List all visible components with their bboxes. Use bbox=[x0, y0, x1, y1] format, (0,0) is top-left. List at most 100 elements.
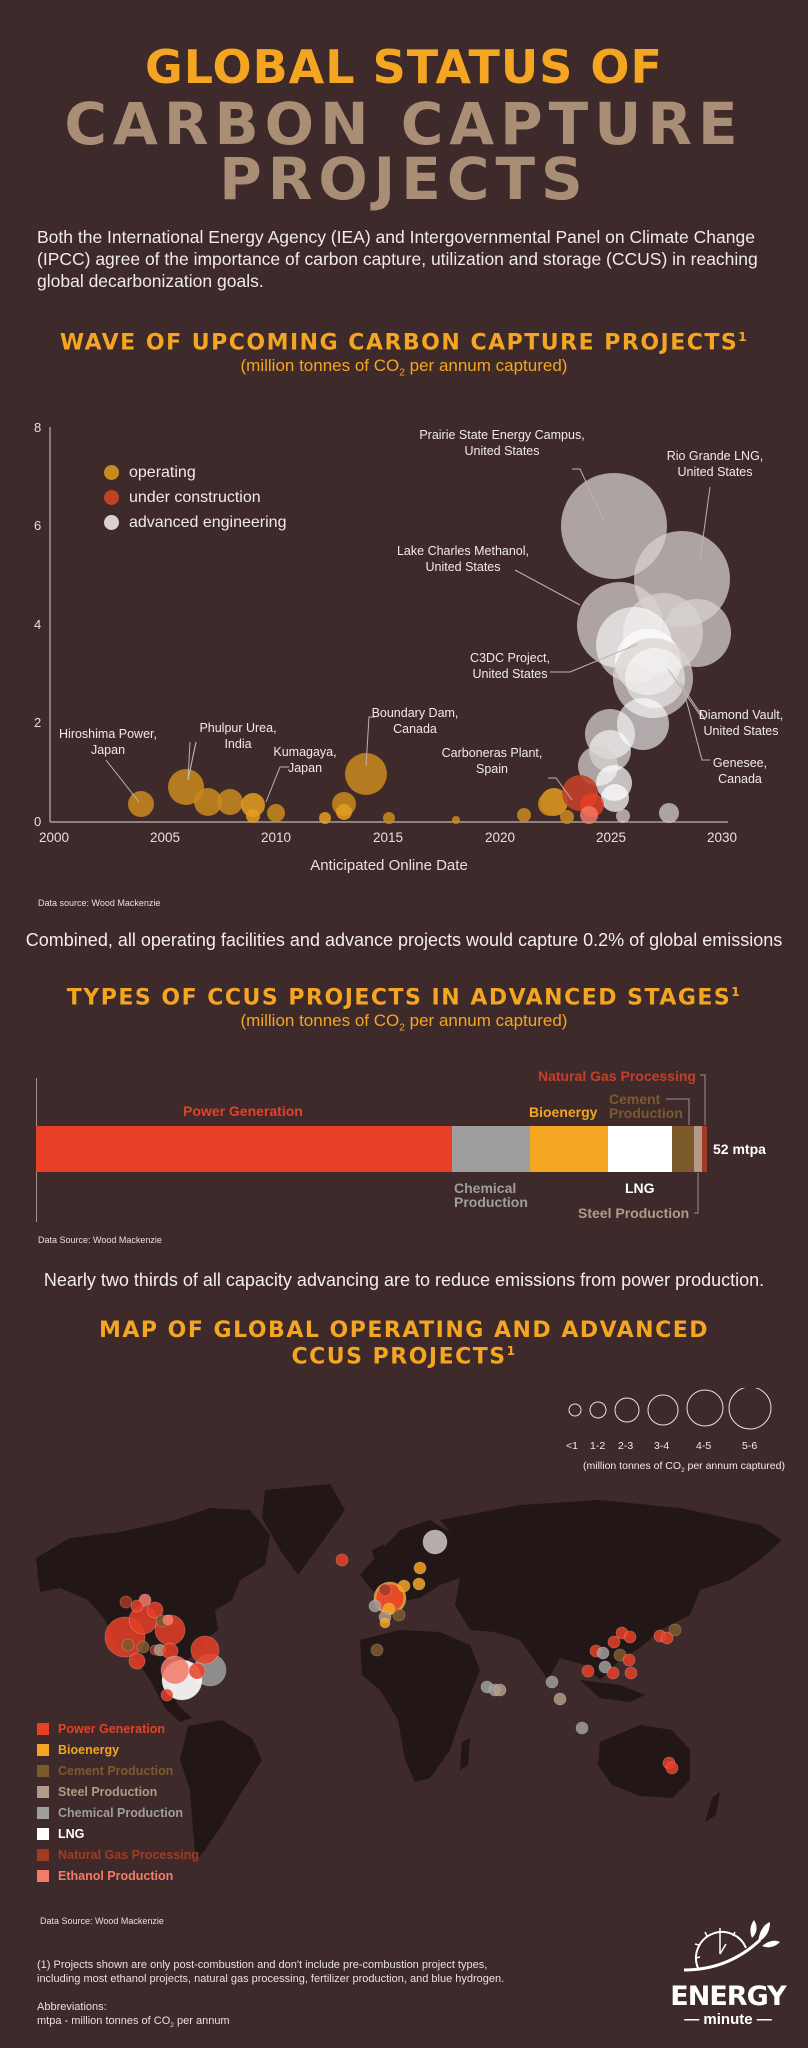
caption-text: (million tonnes of CO bbox=[583, 1460, 682, 1472]
legend-swatch-icon bbox=[37, 1869, 49, 1882]
bar-label-chemical-production: Chemical Production bbox=[454, 1180, 528, 1210]
callout-lines bbox=[105, 468, 711, 803]
source-note-1: Data source: Wood Mackenzie bbox=[38, 898, 161, 908]
footnote-mark: 1 bbox=[731, 985, 742, 999]
abbrev-text: per annum bbox=[173, 2015, 230, 2027]
legend-label: LNG bbox=[58, 1826, 85, 1841]
size-label: 3-4 bbox=[654, 1440, 670, 1452]
series-operating bbox=[128, 753, 574, 824]
x-axis-label: Anticipated Online Date bbox=[310, 857, 468, 874]
caption-subscript: 2 bbox=[681, 1467, 685, 1475]
statement-emissions: Combined, all operating facilities and a… bbox=[25, 930, 783, 950]
map-legend-item: LNG bbox=[37, 1823, 199, 1844]
bar-leader-lines bbox=[666, 1074, 706, 1214]
source-note-3: Data Source: Wood Mackenzie bbox=[40, 1916, 164, 1926]
bar-label-cement-production: Cement Production bbox=[609, 1091, 683, 1121]
abbrev-subscript: 2 bbox=[170, 2022, 174, 2030]
abbrev-text: mtpa - million tonnes of CO bbox=[37, 2015, 171, 2027]
annotation-kumagaya: Kumagaya, Japan bbox=[273, 745, 337, 775]
annotation-boundary-dam: Boundary Dam, Canada bbox=[371, 706, 459, 736]
map-legend-item: Power Generation bbox=[37, 1718, 199, 1739]
size-legend-caption: (million tonnes of CO2 per annum capture… bbox=[560, 1460, 808, 1474]
annotation-c3dc: C3DC Project, United States bbox=[470, 651, 550, 681]
map-legend-item: Natural Gas Processing bbox=[37, 1844, 199, 1865]
annotation-genesee: Genesee, Canada bbox=[712, 756, 768, 786]
svg-text:2030: 2030 bbox=[707, 830, 737, 845]
legend-swatch-icon bbox=[37, 1827, 49, 1840]
svg-text:8: 8 bbox=[34, 420, 41, 435]
page-title-line3: PROJECTS bbox=[219, 145, 589, 213]
world-map bbox=[36, 1484, 782, 1860]
legend-swatch-icon bbox=[37, 1743, 49, 1756]
legend-dot-icon bbox=[104, 490, 119, 505]
caption-text: per annum captured) bbox=[684, 1460, 785, 1472]
bar-segment-lng bbox=[608, 1126, 672, 1172]
svg-text:2: 2 bbox=[34, 715, 41, 730]
legend-label: Chemical Production bbox=[58, 1805, 184, 1820]
bar-label-natural-gas-processing: Natural Gas Processing bbox=[538, 1068, 696, 1084]
y-ticks: 8 6 4 2 0 bbox=[34, 420, 41, 829]
size-legend-labels: <1 1-2 2-3 3-4 4-5 5-6 bbox=[560, 1440, 808, 1454]
subtitle-text: (million tonnes of CO bbox=[240, 1011, 400, 1030]
annotation-phulpur: Phulpur Urea, India bbox=[199, 721, 277, 751]
svg-text:2020: 2020 bbox=[485, 830, 515, 845]
legend-label: operating bbox=[129, 463, 196, 481]
statement-power: Nearly two thirds of all capacity advanc… bbox=[43, 1270, 765, 1290]
section-subtitle-wave: (million tonnes of CO2 per annum capture… bbox=[0, 356, 808, 378]
bar-segment-power-generation bbox=[36, 1126, 452, 1172]
annotation-prairie-state: Prairie State Energy Campus, United State… bbox=[419, 428, 585, 458]
svg-text:2015: 2015 bbox=[373, 830, 403, 845]
intro-paragraph: Both the International Energy Agency (IE… bbox=[37, 227, 758, 291]
footnote-mark: 1 bbox=[738, 330, 749, 344]
subtitle-text: per annum captured) bbox=[404, 356, 568, 375]
legend-dot-icon bbox=[104, 515, 119, 530]
bar-segment-steel-production bbox=[694, 1126, 702, 1172]
legend-swatch-icon bbox=[37, 1848, 49, 1861]
bar-label-lng: LNG bbox=[625, 1180, 655, 1196]
legend-swatch-icon bbox=[37, 1806, 49, 1819]
map-legend-item: Chemical Production bbox=[37, 1802, 199, 1823]
annotation-hiroshima: Hiroshima Power, Japan bbox=[59, 727, 157, 757]
legend-label: Bioenergy bbox=[58, 1742, 120, 1757]
bubble-chart: 8 6 4 2 0 2000 2005 2010 2015 2020 2025 … bbox=[0, 400, 808, 880]
legend-label: Steel Production bbox=[58, 1784, 158, 1799]
abbreviations-title: Abbreviations: bbox=[37, 2001, 107, 2013]
svg-text:0: 0 bbox=[34, 814, 41, 829]
series-advanced-engineering bbox=[561, 473, 731, 823]
page-title-line1: GLOBAL STATUS OF bbox=[145, 40, 663, 94]
legend-label: Cement Production bbox=[58, 1763, 174, 1778]
bar-label-steel-production: Steel Production bbox=[578, 1205, 690, 1221]
bar-label-power-generation: Power Generation bbox=[183, 1103, 303, 1119]
land-masses bbox=[36, 1484, 782, 1860]
footnote-mark: 1 bbox=[506, 1344, 517, 1358]
svg-text:6: 6 bbox=[34, 518, 41, 533]
map-legend-item: Bioenergy bbox=[37, 1739, 199, 1760]
bubble-legend: operating under construction advanced en… bbox=[104, 460, 286, 535]
footnote: (1) Projects shown are only post-combust… bbox=[37, 1958, 597, 2033]
clock-leaf-icon bbox=[683, 1920, 780, 1972]
bar-label-bioenergy: Bioenergy bbox=[529, 1104, 598, 1120]
svg-text:4: 4 bbox=[34, 617, 41, 632]
size-label: 5-6 bbox=[742, 1440, 758, 1452]
svg-text:2010: 2010 bbox=[261, 830, 291, 845]
subtitle-text: (million tonnes of CO bbox=[240, 356, 400, 375]
subtitle-subscript: 2 bbox=[399, 367, 405, 379]
x-ticks: 2000 2005 2010 2015 2020 2025 2030 bbox=[39, 830, 737, 845]
abbreviation-mtpa: mtpa - million tonnes of CO2 per annum bbox=[37, 2014, 597, 2033]
annotation-diamond-vault: Diamond Vault, United States bbox=[698, 708, 784, 738]
section-title-map-line1: MAP OF GLOBAL OPERATING AND ADVANCED bbox=[98, 1318, 710, 1343]
logo-word-minute: minute bbox=[703, 2011, 753, 2028]
section-title-types: TYPES OF CCUS PROJECTS IN ADVANCED STAGE… bbox=[0, 985, 808, 1010]
logo-word-energy: ENERGY bbox=[670, 1981, 786, 2012]
size-label: 4-5 bbox=[696, 1440, 712, 1452]
bar-segment-chemical-production bbox=[452, 1126, 530, 1172]
section-subtitle-types: (million tonnes of CO2 per annum capture… bbox=[0, 1011, 808, 1033]
series-under-construction bbox=[562, 775, 604, 824]
annotation-carboneras: Carboneras Plant, Spain bbox=[441, 746, 543, 776]
map-color-legend: Power Generation Bioenergy Cement Produc… bbox=[37, 1718, 199, 1886]
legend-swatch-icon bbox=[37, 1764, 49, 1777]
logo-word-minute-row: — minute — bbox=[684, 2011, 772, 2028]
legend-swatch-icon bbox=[37, 1722, 49, 1735]
section-title-map-line2: CCUS PROJECTS1 bbox=[0, 1344, 808, 1369]
bar-total-label: 52 mtpa bbox=[713, 1141, 766, 1157]
